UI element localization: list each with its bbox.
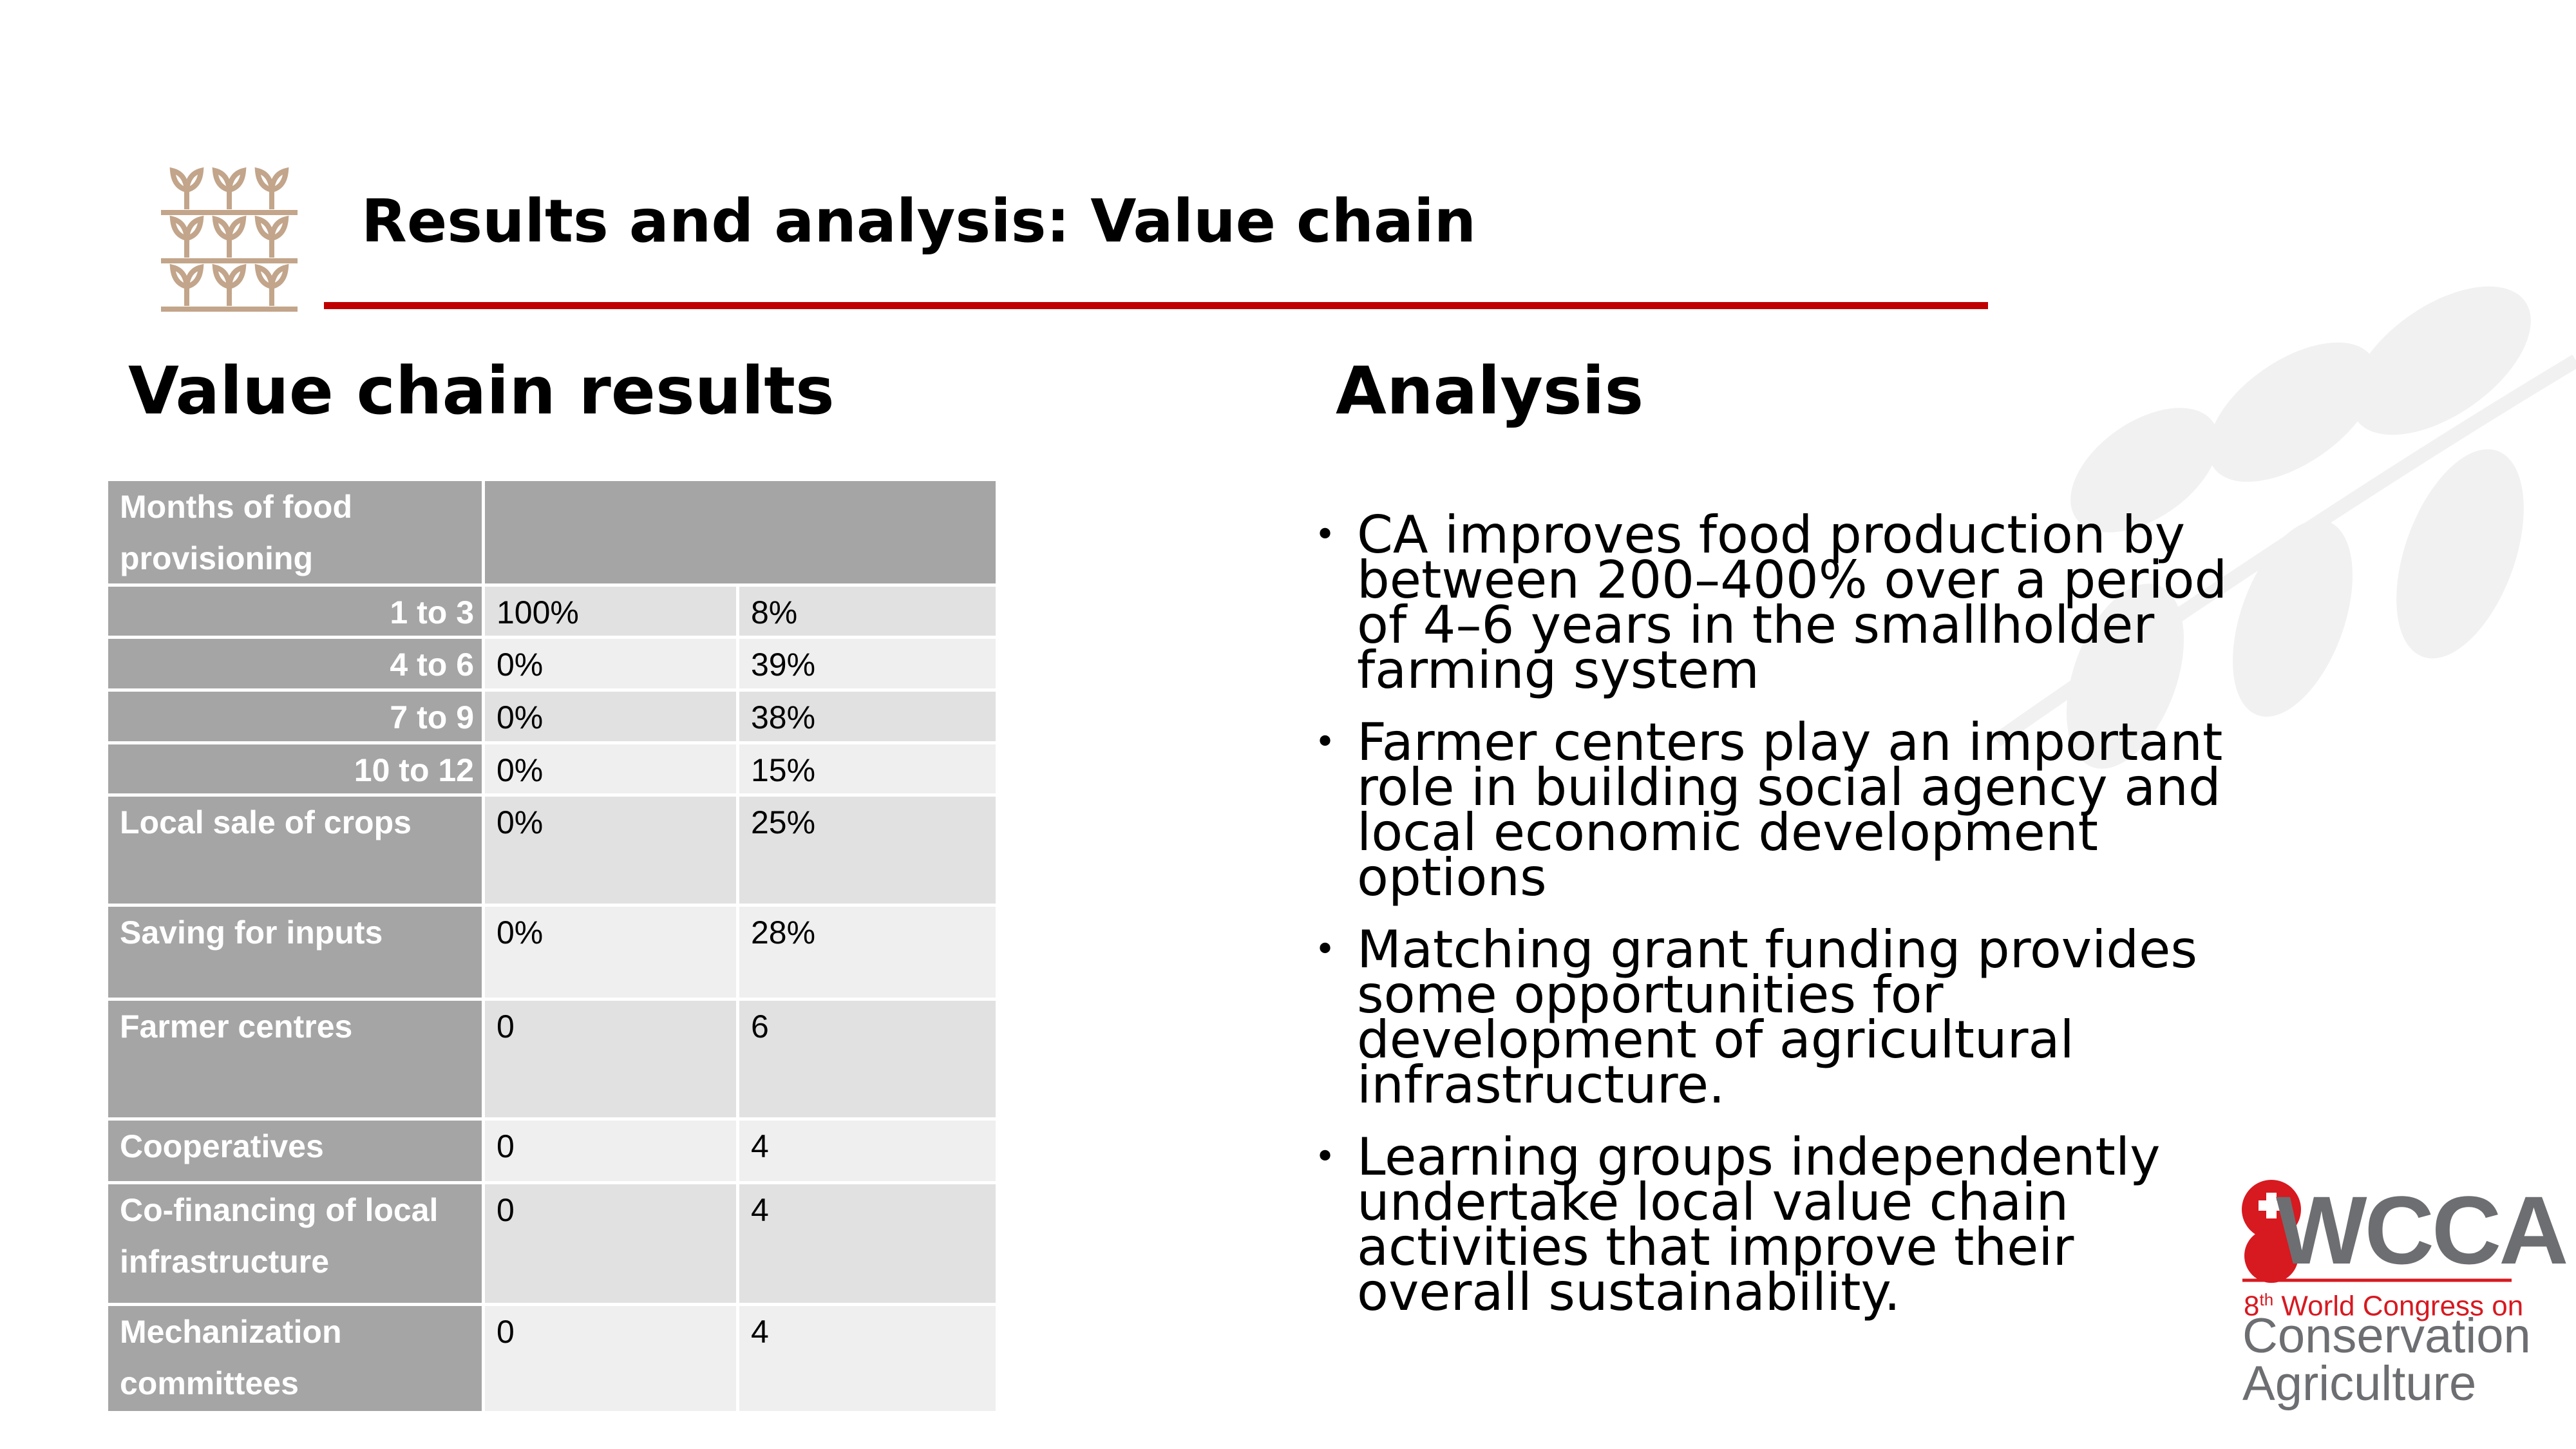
logo-ordinal: 8 bbox=[2244, 1290, 2260, 1322]
logo-subtitle: 8th World Congress on bbox=[2244, 1283, 2523, 1323]
row-label: 4 to 6 bbox=[108, 639, 485, 692]
table-cell: 100% bbox=[485, 587, 739, 639]
table-cell: 0% bbox=[485, 692, 739, 744]
table-cell: 25% bbox=[739, 797, 999, 907]
table-cell: 28% bbox=[739, 907, 999, 1001]
table-cell: 0 bbox=[485, 1121, 739, 1184]
table-cell: 0% bbox=[485, 907, 739, 1001]
table-cell: 4 bbox=[739, 1306, 999, 1414]
table-cell: 0 bbox=[485, 1306, 739, 1414]
logo-mark bbox=[2242, 1180, 2512, 1283]
row-label: 7 to 9 bbox=[108, 692, 485, 744]
wheat-icon bbox=[161, 167, 298, 312]
row-label: Local sale of crops bbox=[108, 797, 485, 907]
table-cell: 0% bbox=[485, 639, 739, 692]
table-cell: 15% bbox=[739, 744, 999, 797]
logo-line: Conservation bbox=[2242, 1309, 2531, 1363]
bullet-item: Farmer centers play an important role in… bbox=[1314, 717, 2242, 904]
table-header: Months of food provisioning bbox=[108, 481, 485, 587]
logo-name: WCCA bbox=[2276, 1176, 2569, 1284]
title-underline bbox=[324, 302, 1988, 309]
row-label: Mechanization committees bbox=[108, 1306, 485, 1414]
table-cell: 38% bbox=[739, 692, 999, 744]
row-label: Farmer centres bbox=[108, 1001, 485, 1121]
table-cell: 0% bbox=[485, 744, 739, 797]
row-label: Cooperatives bbox=[108, 1121, 485, 1184]
row-label: Saving for inputs bbox=[108, 907, 485, 1001]
bullet-item: Learning groups independently undertake … bbox=[1314, 1132, 2242, 1318]
logo-line: Agriculture bbox=[2242, 1356, 2477, 1411]
table-cell: 0% bbox=[485, 797, 739, 907]
row-label: 10 to 12 bbox=[108, 744, 485, 797]
table-header bbox=[485, 481, 999, 587]
table-cell: 39% bbox=[739, 639, 999, 692]
logo-ordinal-suffix: th bbox=[2259, 1290, 2274, 1309]
section-heading: Analysis bbox=[1336, 353, 1644, 430]
row-label: Co-financing of local infrastructure bbox=[108, 1184, 485, 1306]
analysis-list: CA improves food production by between 2… bbox=[1314, 509, 2242, 1342]
slide-title: Results and analysis: Value chain bbox=[361, 187, 1477, 256]
table-cell: 0 bbox=[485, 1001, 739, 1121]
logo-line: World Congress on bbox=[2281, 1290, 2524, 1322]
bullet-item: CA improves food production by between 2… bbox=[1314, 509, 2242, 696]
table-cell: 4 bbox=[739, 1121, 999, 1184]
table-cell: 0 bbox=[485, 1184, 739, 1306]
table-cell: 4 bbox=[739, 1184, 999, 1306]
row-label: 1 to 3 bbox=[108, 587, 485, 639]
bullet-item: Matching grant funding provides some opp… bbox=[1314, 924, 2242, 1111]
logo-text: Conservation Agriculture bbox=[2242, 1312, 2531, 1408]
section-heading: Value chain results bbox=[128, 353, 835, 430]
table-cell: 6 bbox=[739, 1001, 999, 1121]
table-cell: 8% bbox=[739, 587, 999, 639]
